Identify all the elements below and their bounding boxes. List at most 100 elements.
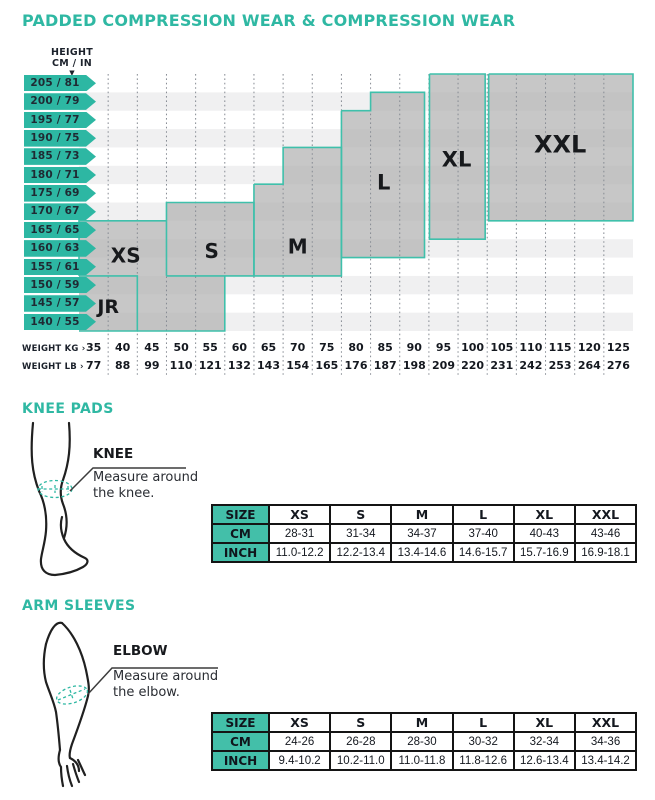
weight-lb-tick: 253	[548, 359, 572, 372]
weight-kg-tick: 60	[231, 341, 248, 354]
leg-outline-front	[30, 421, 89, 577]
weight-lb-axis: 77 88 99 110 121 132 143 154 165 176 187 198 209 220 2…	[79, 359, 633, 372]
weight-kg-tick: 75	[319, 341, 335, 354]
weight-lb-tick: 209	[432, 359, 455, 372]
value-cell: 34-37	[390, 523, 454, 544]
height-tick-chip: 160 / 63	[24, 240, 96, 257]
elbow-callout-text-line1: Measure around	[113, 669, 219, 684]
size-header-cell: L	[451, 712, 515, 733]
weight-kg-tick: 70	[290, 341, 306, 354]
size-header-cell: XL	[512, 504, 576, 525]
size-region-m-fill	[253, 147, 342, 276]
size-region-l-border	[340, 91, 426, 259]
value-cell: 24-26	[267, 731, 332, 752]
size-header-cell: S	[329, 712, 393, 733]
value-cell: 40-43	[512, 523, 576, 544]
table-row: INCH 11.0-12.2 12.2-13.4 13.4-14.6 14.6-15.7…	[211, 542, 638, 563]
arm-outline-shoulder	[44, 621, 64, 646]
weight-kg-tick: 35	[85, 341, 102, 354]
knee-measure-ticks	[41, 485, 69, 493]
knee-callout-text-line1: Measure around	[93, 470, 199, 485]
weight-kg-tick: 115	[548, 341, 572, 354]
elbow-measure-axis	[57, 688, 86, 701]
size-header-cell: XS	[267, 712, 332, 733]
size-header-cell: L	[451, 504, 515, 525]
size-region-xs-border	[78, 220, 167, 276]
down-arrow-icon: ▼	[69, 69, 75, 77]
weight-lb-tick: 231	[490, 359, 514, 372]
value-cell: 34-36	[573, 731, 638, 752]
elbow-measure-ellipse	[55, 685, 89, 705]
value-cell: 16.9-18.1	[573, 542, 638, 563]
value-cell: 13.4-14.6	[390, 542, 454, 563]
height-tick-chip: 175 / 69	[24, 185, 96, 202]
weight-kg-tick: 40	[115, 341, 131, 354]
elbow-measure-ticks	[69, 689, 74, 700]
height-tick-chip: 140 / 55	[24, 313, 96, 331]
height-axis-label: HEIGHT CM / IN	[40, 47, 104, 69]
table-header-row: SIZE XS S M L XL XXL	[211, 504, 638, 525]
weight-kg-tick: 65	[260, 341, 277, 354]
weight-lb-tick: 77	[85, 359, 102, 372]
row-label-cell: CM	[211, 523, 270, 544]
leg-outline-back	[59, 421, 71, 540]
size-region-label-l: L	[377, 170, 390, 194]
weight-kg-tick: 120	[577, 341, 601, 354]
value-cell: 13.4-14.2	[573, 750, 638, 771]
weight-lb-tick: 264	[577, 359, 601, 372]
size-region-xxl-fill	[488, 74, 633, 221]
height-axis: 205 / 81 200 / 79 195 / 77 190 / 75 185 / 73…	[24, 74, 96, 332]
size-column-header: SIZE	[211, 712, 270, 733]
size-region-label-m: M	[288, 235, 308, 259]
size-region-label-jr: JR	[95, 296, 119, 318]
size-region-xl-fill	[429, 74, 486, 240]
value-cell: 11.0-11.8	[390, 750, 454, 771]
weight-lb-tick: 99	[144, 359, 160, 372]
value-cell: 14.6-15.7	[451, 542, 515, 563]
height-axis-label-line1: HEIGHT	[50, 47, 93, 58]
weight-kg-tick: 90	[406, 341, 422, 354]
knee-illustration	[30, 421, 186, 577]
weight-lb-tick: 242	[519, 359, 543, 372]
height-tick-chip: 170 / 67	[24, 203, 96, 220]
size-header-cell: M	[390, 712, 454, 733]
weight-lb-tick: 143	[257, 359, 280, 372]
weight-lb-tick: 154	[286, 359, 310, 372]
weight-kg-tick: 85	[377, 341, 393, 354]
value-cell: 9.4-10.2	[267, 750, 332, 771]
value-cell: 12.2-13.4	[329, 542, 393, 563]
knee-callout-pointer	[69, 467, 186, 492]
value-cell: 15.7-16.9	[512, 542, 576, 563]
value-cell: 30-32	[451, 731, 515, 752]
weight-lb-tick: 220	[461, 359, 485, 372]
knee-pads-size-table: SIZE XS S M L XL XXL CM 28-31 31-34 34-37 37-40 40-4…	[211, 504, 638, 563]
size-header-cell: XXL	[573, 504, 638, 525]
weight-kg-tick: 50	[173, 341, 189, 354]
height-tick-chip: 190 / 75	[24, 130, 96, 147]
weight-lb-tick: 176	[344, 359, 368, 372]
knee-pads-heading: KNEE PADS	[22, 401, 114, 417]
hand-outline	[57, 748, 87, 788]
weight-kg-tick: 105	[490, 341, 514, 354]
weight-kg-tick: 125	[606, 341, 630, 354]
row-label-cell: INCH	[211, 542, 270, 563]
value-cell: 11.8-12.6	[451, 750, 515, 771]
value-cell: 10.2-11.0	[329, 750, 393, 771]
weight-kg-axis: 35 40 45 50 55 60 65 70 75 80 85 90 95 100 105 110 115 12…	[79, 341, 633, 354]
size-header-cell: XS	[267, 504, 332, 525]
weight-kg-tick: 95	[435, 341, 452, 354]
height-tick-chip: 205 / 81	[24, 74, 96, 92]
size-column-header: SIZE	[211, 504, 270, 525]
size-region-label-xxl: XXL	[534, 131, 586, 159]
weight-lb-tick: 110	[169, 359, 193, 372]
elbow-callout-text-line2: the elbow.	[113, 685, 180, 700]
knee-callout-text-line2: the knee.	[93, 486, 155, 501]
value-cell: 31-34	[329, 523, 393, 544]
height-tick-chip: 150 / 59	[24, 276, 96, 294]
value-cell: 28-31	[267, 523, 332, 544]
row-label-cell: CM	[211, 731, 270, 752]
arm-sleeves-size-table: SIZE XS S M L XL XXL CM 24-26 26-28 28-30 30-32 32-3…	[211, 712, 638, 771]
elbow-illustration	[42, 621, 218, 788]
size-region-xl-border	[428, 73, 486, 241]
